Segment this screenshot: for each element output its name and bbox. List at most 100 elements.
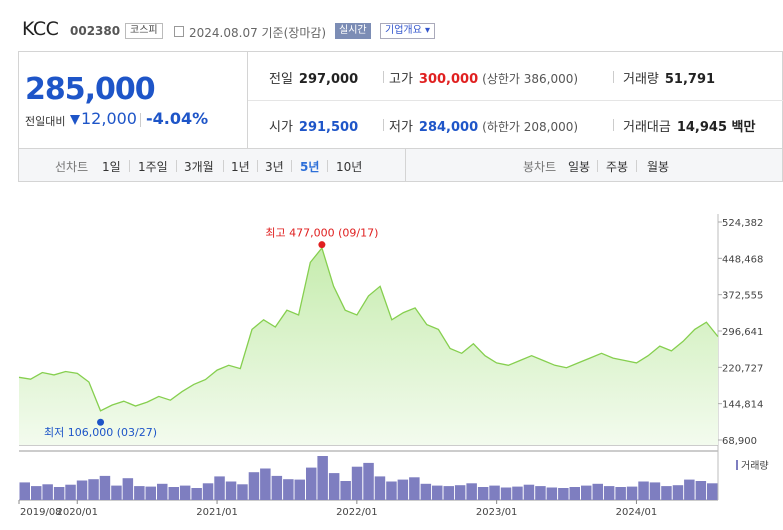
current-price: 285,000 [25,72,156,107]
divider [257,160,258,172]
volume-bar [397,479,409,500]
upper-limit: (상한가 386,000) [482,72,579,86]
tab-10year[interactable]: 10년 [336,160,363,174]
divider [597,160,598,172]
volume-bar [53,487,65,500]
chart-period-tabs: 선차트 1일 1주일 3개월 1년 3년 5년 10년 봉차트 일봉 주봉 월봉 [18,148,783,182]
price-area-fill [19,248,718,445]
volume-bar [661,486,672,500]
x-tick-label: 2022/01 [336,507,378,518]
volume-legend-swatch [736,460,738,470]
open-label: 시가 [269,120,293,135]
price-summary: 285,000 전일대비 12,000 -4.04% 전일 297,000 고가 3… [18,51,783,149]
tab-1week[interactable]: 1주일 [138,160,168,174]
volume-bar [569,487,580,500]
volume-bar [695,481,707,500]
tab-3year[interactable]: 3년 [265,160,284,174]
volume-bar [649,482,661,500]
high-marker [318,241,326,249]
divider [247,52,248,149]
divider [383,119,384,131]
tab-1year[interactable]: 1년 [231,160,250,174]
tab-5year[interactable]: 5년 [300,160,320,174]
y-tick-label: 68,900 [722,436,757,447]
volume-bar [76,480,88,500]
low-annotation: 최저 106,000 (03/27) [44,426,157,439]
volume-bar [306,467,317,500]
open: 시가 291,500 [269,116,358,135]
volume-bar [523,484,535,500]
prev-close-label: 전일 [269,72,293,87]
tab-1day[interactable]: 1일 [102,160,121,174]
volume-label: 거래량 [623,72,659,87]
volume-bar [225,481,237,500]
volume-bar [707,483,718,500]
volume-bar [191,488,202,500]
y-tick-label: 372,555 [722,291,763,302]
volume-bar [363,462,374,500]
low-marker [97,418,105,426]
volume-bar [214,476,225,500]
volume-bar [558,488,569,500]
volume-bar [443,486,454,500]
volume-bar [477,487,489,500]
line-chart-label: 선차트 [55,160,89,174]
prev-close-value: 297,000 [298,72,359,87]
base-date: 2024.08.07 기준(장마감) [189,26,327,40]
calendar-icon [174,26,184,37]
divider [140,113,141,127]
volume-bar [489,485,500,500]
volume-bar [237,484,248,500]
trade-value-label: 거래대금 [623,120,671,135]
volume-bar [454,485,466,500]
volume-bar [328,473,340,500]
divider [327,160,328,172]
y-tick-label: 524,382 [722,218,763,229]
x-tick-label: 2021/01 [196,507,238,518]
x-tick-label: 2024/01 [616,507,658,518]
volume-bar [99,475,111,500]
volume-bar [134,486,145,500]
tab-daily-candle[interactable]: 일봉 [568,160,591,174]
volume-value: 51,791 [664,72,716,87]
divider [176,160,177,172]
extremes: 최고 477,000 (09/17) 최저 106,000 (03/27) [44,227,378,440]
volume-bar [546,487,558,500]
tab-3month[interactable]: 3개월 [184,160,214,174]
y-tick-label: 220,727 [722,363,763,374]
volume-bar [179,485,191,500]
change-percent: -4.04% [146,109,209,128]
company-overview-dropdown[interactable]: 기업개요 ▾ [380,23,435,39]
tab-monthly-candle[interactable]: 월봉 [647,160,670,174]
prev-close: 전일 297,000 [269,68,358,87]
volume-bar [374,476,386,500]
high-label: 고가 [389,72,413,87]
realtime-button[interactable]: 실시간 [335,23,371,39]
low-value: 284,000 [418,120,479,135]
price-line [18,246,719,412]
divider [223,160,224,172]
high-value: 300,000 [418,72,479,87]
stock-name: KCC [22,18,59,40]
candle-chart-label: 봉차트 [523,160,557,174]
volume-bar [19,482,30,500]
volume-bar [168,487,179,500]
volume-bar [42,484,53,500]
volume-bar [283,479,294,500]
volume-bar [581,485,592,500]
volume-bar [157,483,168,500]
volume-bar [340,481,351,500]
volume-bar [626,486,638,500]
market-badge: 코스피 [125,23,163,39]
volume-bar [88,479,99,500]
y-tick-label: 296,641 [722,327,763,338]
volume-bar [638,481,649,500]
volume-bar [409,477,420,500]
volume-bar [672,485,684,500]
volume-bar [31,486,42,500]
open-value: 291,500 [298,120,359,135]
high-annotation: 최고 477,000 (09/17) [265,227,378,240]
tab-weekly-candle[interactable]: 주봉 [606,160,629,174]
volume-bar [535,486,546,500]
